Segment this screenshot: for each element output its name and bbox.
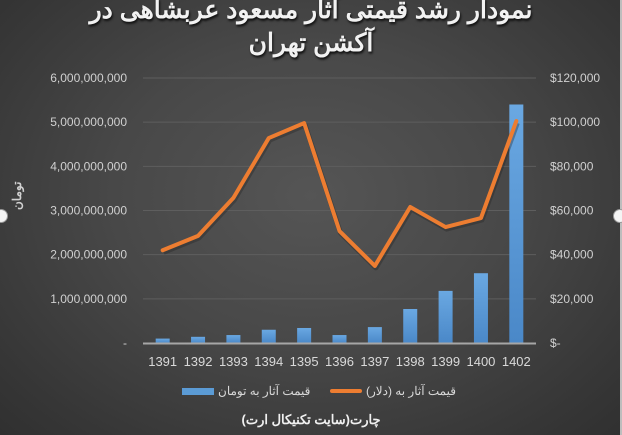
bar-1398[interactable]	[403, 308, 418, 343]
x-tick-label: 1400	[466, 354, 495, 369]
left-axis-ticks: - 1,000,000,000 2,000,000,000 3,000,000,000…	[50, 71, 127, 350]
x-axis-ticks: 1391 1392 1393 1394 1395 1396 1397 1398 1399 1400…	[148, 354, 531, 369]
x-tick-label: 1391	[148, 354, 177, 369]
x-tick-label: 1402	[502, 354, 531, 369]
right-tick-label: $100,000	[550, 115, 600, 129]
chart-title-line-2: آکشن تهران	[248, 29, 374, 57]
dollar-price-line[interactable]	[160, 119, 519, 268]
left-tick-label: 2,000,000,000	[50, 248, 127, 262]
x-tick-label: 1398	[396, 354, 425, 369]
right-axis-ticks: $- $20,000 $40,000 $60,000 $80,000 $100,000 $1…	[550, 71, 600, 350]
left-tick-label: -	[123, 336, 127, 350]
left-tick-label: 6,000,000,000	[50, 71, 127, 85]
bar-1394[interactable]	[261, 329, 276, 343]
plot-area: - 1,000,000,000 2,000,000,000 3,000,000,000…	[50, 71, 600, 369]
bar-swatch-icon	[182, 387, 214, 395]
chart-title: نمودار رشد قیمتی آثار مسعود عربشاهی در آ…	[0, 0, 622, 60]
resize-handle-right[interactable]	[613, 209, 622, 223]
legend-label-dollar: قیمت آثار به (دلار)	[366, 384, 456, 398]
bar-1395[interactable]	[297, 327, 312, 343]
legend-label-toman: قیمت آثار به تومان	[218, 384, 311, 398]
bar-1396[interactable]	[332, 335, 347, 343]
gridlines	[143, 77, 536, 300]
x-tick-label: 1395	[290, 354, 319, 369]
right-tick-label: $-	[550, 336, 561, 350]
bar-1399[interactable]	[438, 290, 453, 343]
x-tick-label: 1393	[219, 354, 248, 369]
right-tick-label: $60,000	[550, 204, 594, 218]
left-tick-label: 3,000,000,000	[50, 204, 127, 218]
bar-1393[interactable]	[226, 335, 241, 343]
right-tick-label: $40,000	[550, 248, 594, 262]
line-swatch-icon	[330, 389, 362, 393]
right-tick-label: $20,000	[550, 292, 594, 306]
line-series	[160, 119, 520, 271]
left-tick-label: 4,000,000,000	[50, 159, 127, 173]
legend: قیمت آثار به (دلار) قیمت آثار به تومان	[0, 384, 622, 402]
bar-series	[155, 104, 524, 344]
right-tick-label: $80,000	[550, 159, 594, 173]
chart-title-line-1: نمودار رشد قیمتی آثار مسعود عربشاهی در	[89, 0, 533, 24]
bar-1400[interactable]	[473, 273, 488, 343]
legend-item-toman[interactable]: قیمت آثار به تومان	[182, 384, 310, 398]
legend-item-dollar[interactable]: قیمت آثار به (دلار)	[330, 384, 456, 398]
x-tick-label: 1396	[325, 354, 354, 369]
left-tick-label: 1,000,000,000	[50, 292, 127, 306]
bar-1397[interactable]	[367, 327, 382, 343]
chart-footer: چارت(سایت تکنیکال ارت)	[241, 412, 381, 427]
x-tick-label: 1399	[431, 354, 460, 369]
bar-1391[interactable]	[155, 338, 170, 343]
x-tick-label: 1397	[360, 354, 389, 369]
bar-1392[interactable]	[191, 336, 206, 343]
right-tick-label: $120,000	[550, 71, 600, 85]
bar-1402[interactable]	[509, 104, 524, 344]
x-tick-label: 1392	[184, 354, 213, 369]
x-tick-label: 1394	[254, 354, 283, 369]
left-tick-label: 5,000,000,000	[50, 115, 127, 129]
